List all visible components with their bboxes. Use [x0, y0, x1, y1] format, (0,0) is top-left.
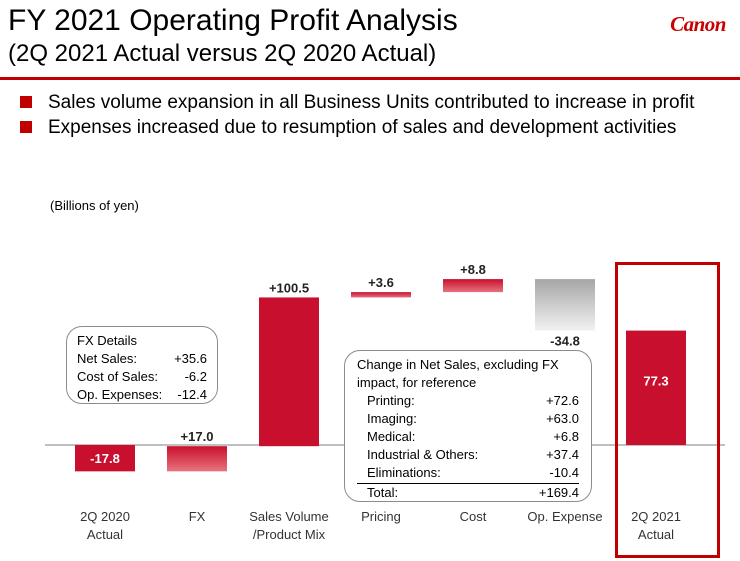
data-label: +100.5: [269, 280, 309, 295]
bullet-item: Expenses increased due to resumption of …: [20, 116, 732, 139]
highlight-frame: [615, 262, 720, 558]
category-label-line: FX: [189, 509, 206, 524]
net-sales-change-callout: Change in Net Sales, excluding FX impact…: [344, 350, 592, 502]
bullet-text: Sales volume expansion in all Business U…: [48, 92, 695, 113]
ns-row: Imaging: +63.0: [357, 410, 579, 428]
bullet-text: Expenses increased due to resumption of …: [48, 117, 677, 138]
ns-total-row: Total: +169.4: [357, 483, 579, 502]
category-label: Sales Volume/Product Mix: [249, 509, 329, 542]
bar: [259, 297, 319, 447]
ns-row: Medical: +6.8: [357, 428, 579, 446]
bullet-item: Sales volume expansion in all Business U…: [20, 91, 732, 114]
ns-row: Eliminations: -10.4: [357, 464, 579, 482]
category-label: FX: [189, 509, 206, 524]
category-label-line: Cost: [460, 509, 487, 524]
data-label: +8.8: [460, 262, 486, 277]
bar: [626, 330, 686, 445]
category-label: 2Q 2020 Actual: [80, 509, 130, 542]
bullet-list: Sales volume expansion in all Business U…: [20, 91, 732, 141]
square-bullet-icon: [20, 121, 32, 133]
data-label: -17.8: [90, 451, 120, 466]
page-title: FY 2021 Operating Profit Analysis: [8, 4, 458, 37]
category-label: Pricing: [361, 509, 401, 524]
fx-row: Net Sales: +35.6: [77, 350, 207, 368]
fx-row-label: Op. Expenses:: [77, 387, 163, 402]
fx-row-label: Net Sales:: [77, 351, 137, 366]
fx-row: Cost of Sales: -6.2: [77, 368, 207, 386]
page-subtitle: (2Q 2021 Actual versus 2Q 2020 Actual): [8, 40, 437, 67]
category-label: Op. Expense: [527, 509, 602, 524]
ns-row-label: Industrial & Others:: [367, 447, 479, 462]
ns-row-label: Medical:: [367, 429, 416, 444]
category-label-line: Pricing: [361, 509, 401, 524]
fx-row: Op. Expenses: -12.4: [77, 386, 207, 404]
fx-row-label: Cost of Sales:: [77, 369, 158, 384]
title-divider: [0, 77, 740, 80]
unit-label: (Billions of yen): [50, 198, 139, 213]
category-label-line: Op. Expense: [527, 509, 602, 524]
data-label: +3.6: [368, 275, 394, 290]
ns-row-label: Printing:: [367, 393, 415, 408]
category-label-line: 2Q 2020: [80, 509, 130, 524]
category-label-line: Actual: [638, 527, 674, 542]
bar: [535, 279, 595, 331]
ns-row-value: +37.4: [546, 447, 579, 462]
data-label: +17.0: [181, 429, 214, 444]
fx-details-title: FX Details: [77, 333, 137, 348]
ns-row: Industrial & Others: +37.4: [357, 446, 579, 464]
data-label: 77.3: [643, 374, 668, 389]
bar: [443, 279, 503, 293]
ns-row: Printing: +72.6: [357, 392, 579, 410]
ns-row-value: +6.8: [553, 429, 579, 444]
category-label-line: /Product Mix: [253, 527, 326, 542]
ns-row-label: Eliminations:: [367, 465, 441, 480]
ns-row-value: -10.4: [549, 465, 579, 480]
fx-row-value: -6.2: [184, 369, 207, 384]
canon-logo: Canon: [670, 12, 726, 36]
square-bullet-icon: [20, 96, 32, 108]
ns-row-label: Imaging:: [367, 411, 417, 426]
category-label-line: Actual: [87, 527, 123, 542]
bar: [75, 445, 135, 472]
fx-row-value: +35.6: [174, 351, 207, 366]
ns-row-value: +72.6: [546, 393, 579, 408]
data-label: -34.8: [550, 334, 580, 349]
ns-total-value: +169.4: [538, 485, 579, 500]
category-label-line: 2Q 2021: [631, 509, 681, 524]
bar: [167, 446, 227, 472]
category-label-line: Sales Volume: [249, 509, 329, 524]
bar: [351, 292, 411, 298]
fx-details-callout: FX Details Net Sales: +35.6 Cost of Sale…: [66, 326, 218, 404]
fx-row-value: -12.4: [177, 387, 207, 402]
ns-total-label: Total:: [367, 485, 399, 500]
category-label: 2Q 2021 Actual: [631, 509, 681, 542]
category-label: Cost: [460, 509, 487, 524]
net-sales-change-title: Change in Net Sales, excluding FX impact…: [357, 357, 559, 390]
ns-row-value: +63.0: [546, 411, 579, 426]
